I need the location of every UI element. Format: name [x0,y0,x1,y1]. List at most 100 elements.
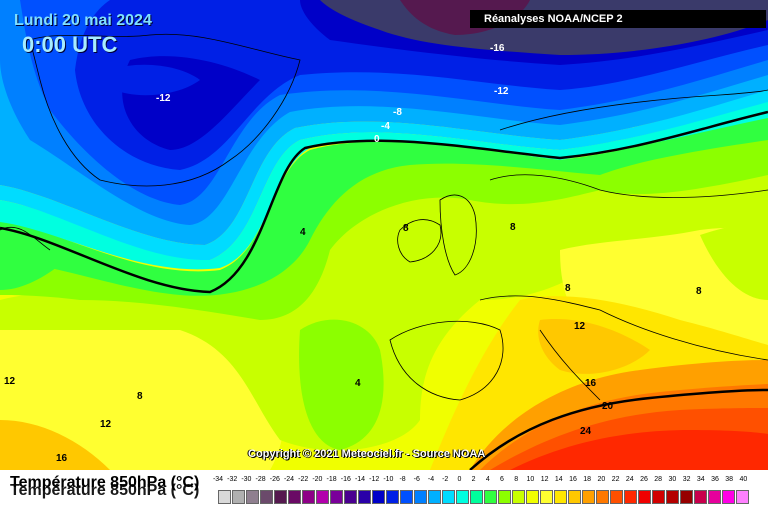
legend-tick-label: -24 [283,476,295,483]
legend-swatch [246,490,259,504]
contour-label: 12 [574,321,586,332]
legend-tick-label: -12 [369,476,380,483]
legend-tick-label: 18 [583,476,592,483]
legend-swatch [568,490,581,504]
legend-swatch [554,490,567,504]
legend-swatch [680,490,693,504]
contour-label: -4 [381,121,390,132]
legend-swatch [610,490,623,504]
legend-tick-label: -16 [340,476,351,483]
legend-swatch [386,490,399,504]
legend-title-shadow: Température 850hPa (°C) [10,482,200,499]
legend-swatch [330,490,343,504]
source-label: Réanalyses NOAA/NCEP 2 [470,10,766,28]
legend-tick-label: 4 [485,476,490,483]
contour-label: 8 [696,286,702,297]
legend-tick-label: 38 [725,476,734,483]
legend-tick-label: 28 [654,476,663,483]
legend-swatch [232,490,245,504]
legend-tick-label: -4 [427,476,435,483]
legend-tick-label: -30 [241,476,252,483]
legend-swatch [694,490,707,504]
contour-label: 16 [56,453,68,464]
legend-tick-label: -26 [269,476,280,483]
legend-tick-label: 16 [569,476,577,483]
temperature-map [0,0,768,470]
legend-tick-label: -6 [413,476,420,483]
legend-tick-label: 26 [640,476,648,483]
copyright-label: Copyright © 2021 Meteociel.fr - Source N… [248,448,486,460]
contour-label: 12 [4,376,16,387]
contour-label: 4 [300,227,306,238]
legend-swatch [218,490,231,504]
legend-swatch [456,490,469,504]
legend-swatches [218,490,750,504]
legend-tick-label: 24 [625,476,634,483]
legend-tick-label: -14 [354,476,366,483]
legend-swatch [358,490,371,504]
legend-tick-label: -20 [312,476,323,483]
legend-swatch [540,490,553,504]
legend-swatch [470,490,483,504]
legend-tick-label: -2 [442,476,449,483]
legend-swatch [624,490,637,504]
legend-tick-label: 8 [514,476,519,483]
legend: Température 850hPa (°C) Température 850h… [0,470,768,512]
legend-swatch [316,490,329,504]
contour-label: 20 [602,401,614,412]
legend-swatch [288,490,301,504]
contour-label: -8 [393,107,402,118]
legend-ticks: -34 -32 -30 -28 -26 -24 -22 -20 -18 -16 -14 -12 -10-… [212,476,754,486]
legend-swatch [736,490,749,504]
legend-swatch [400,490,413,504]
legend-swatch [428,490,441,504]
legend-tick-label: -8 [399,476,406,483]
legend-swatch [708,490,721,504]
legend-swatch [652,490,665,504]
legend-swatch [484,490,497,504]
legend-swatch [302,490,315,504]
contour-label: -16 [490,43,505,54]
legend-swatch [414,490,427,504]
time-label: 0:00 UTC [22,32,118,57]
legend-tick-label: -32 [227,476,238,483]
legend-tick-label: 40 [739,476,748,483]
contour-label: 8 [137,391,143,402]
legend-tick-label: -10 [383,476,394,483]
contour-label: 8 [403,223,409,234]
legend-tick-label: -22 [298,476,309,483]
contour-label: 8 [510,222,516,233]
legend-tick-label: -34 [212,476,224,483]
contour-label: -12 [494,86,509,97]
legend-swatch [344,490,357,504]
legend-swatch [666,490,679,504]
legend-tick-label: 20 [597,476,606,483]
legend-tick-label: 14 [554,476,563,483]
legend-swatch [260,490,273,504]
legend-swatch [596,490,609,504]
legend-tick-label: 12 [540,476,549,483]
legend-swatch [722,490,735,504]
legend-tick-label: 34 [696,476,705,483]
date-label: Lundi 20 mai 2024 [14,12,152,29]
legend-swatch [274,490,287,504]
contour-label: 12 [100,419,112,430]
legend-swatch [638,490,651,504]
contour-label: -12 [156,93,171,104]
legend-tick-label: 2 [471,476,476,483]
contour-label: 8 [565,283,571,294]
contour-label: 16 [585,378,597,389]
legend-title: Température 850hPa (°C) Température 850h… [10,475,199,499]
contour-label: 4 [355,378,361,389]
legend-swatch [526,490,539,504]
legend-tick-label: 10 [526,476,535,483]
legend-tick-label: 30 [668,476,677,483]
contour-label: 0 [374,134,380,145]
legend-swatch [498,490,511,504]
legend-tick-label: 22 [611,476,620,483]
contour-label: 24 [580,426,592,437]
legend-tick-label: 0 [457,476,462,483]
legend-tick-label: -28 [255,476,266,483]
legend-tick-label: 36 [711,476,719,483]
legend-swatch [582,490,595,504]
